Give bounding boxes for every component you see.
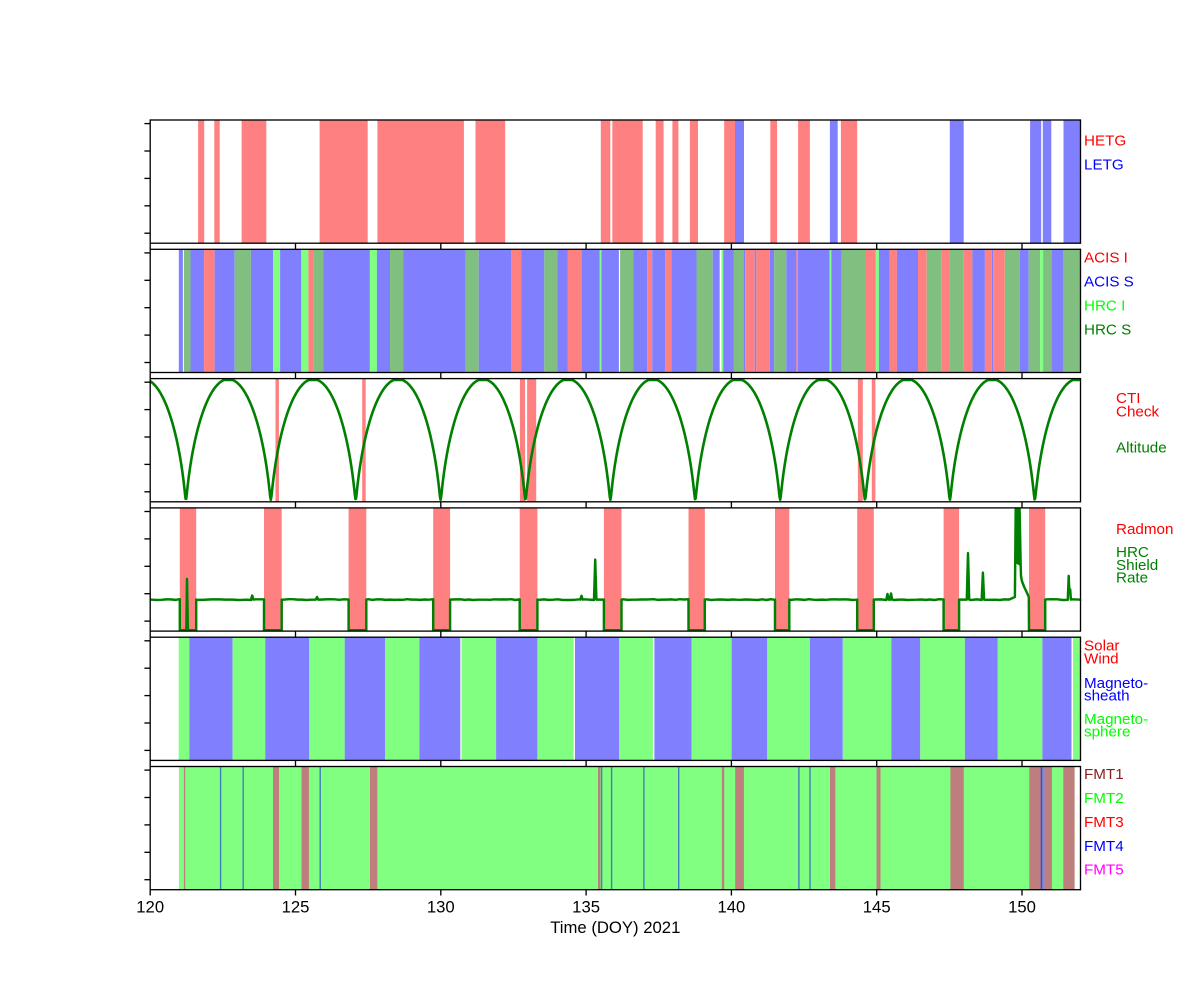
svg-text:HRC S: HRC S <box>1084 322 1131 339</box>
svg-text:140: 140 <box>717 898 745 917</box>
svg-text:sheath: sheath <box>1084 688 1130 705</box>
svg-text:135: 135 <box>572 898 600 917</box>
svg-text:HRC I: HRC I <box>1084 298 1125 315</box>
svg-text:Shield: Shield <box>1116 557 1158 574</box>
svg-text:Wind: Wind <box>1084 651 1119 668</box>
svg-text:Altitude: Altitude <box>1116 440 1167 457</box>
svg-text:HETG: HETG <box>1084 133 1126 150</box>
svg-text:FMT5: FMT5 <box>1084 862 1124 879</box>
svg-text:150: 150 <box>1008 898 1036 917</box>
svg-text:LETG: LETG <box>1084 157 1124 174</box>
svg-text:sphere: sphere <box>1084 724 1130 741</box>
svg-text:Solar: Solar <box>1084 638 1119 655</box>
svg-text:ACIS I: ACIS I <box>1084 250 1128 267</box>
svg-text:HRC: HRC <box>1116 544 1149 561</box>
svg-text:FMT1: FMT1 <box>1084 766 1124 783</box>
svg-text:Radmon: Radmon <box>1116 521 1173 538</box>
svg-text:ACIS S: ACIS S <box>1084 274 1134 291</box>
svg-text:Rate: Rate <box>1116 570 1148 587</box>
svg-text:CTI: CTI <box>1116 390 1140 407</box>
svg-text:145: 145 <box>863 898 891 917</box>
svg-text:FMT3: FMT3 <box>1084 814 1124 831</box>
svg-text:130: 130 <box>427 898 455 917</box>
svg-text:FMT4: FMT4 <box>1084 838 1124 855</box>
svg-text:125: 125 <box>282 898 310 917</box>
svg-text:Magneto-: Magneto- <box>1084 675 1148 692</box>
svg-text:120: 120 <box>136 898 164 917</box>
svg-text:Time (DOY) 2021: Time (DOY) 2021 <box>550 918 680 937</box>
svg-text:FMT2: FMT2 <box>1084 790 1124 807</box>
svg-text:Magneto-: Magneto- <box>1084 711 1148 728</box>
svg-text:Check: Check <box>1116 404 1159 421</box>
